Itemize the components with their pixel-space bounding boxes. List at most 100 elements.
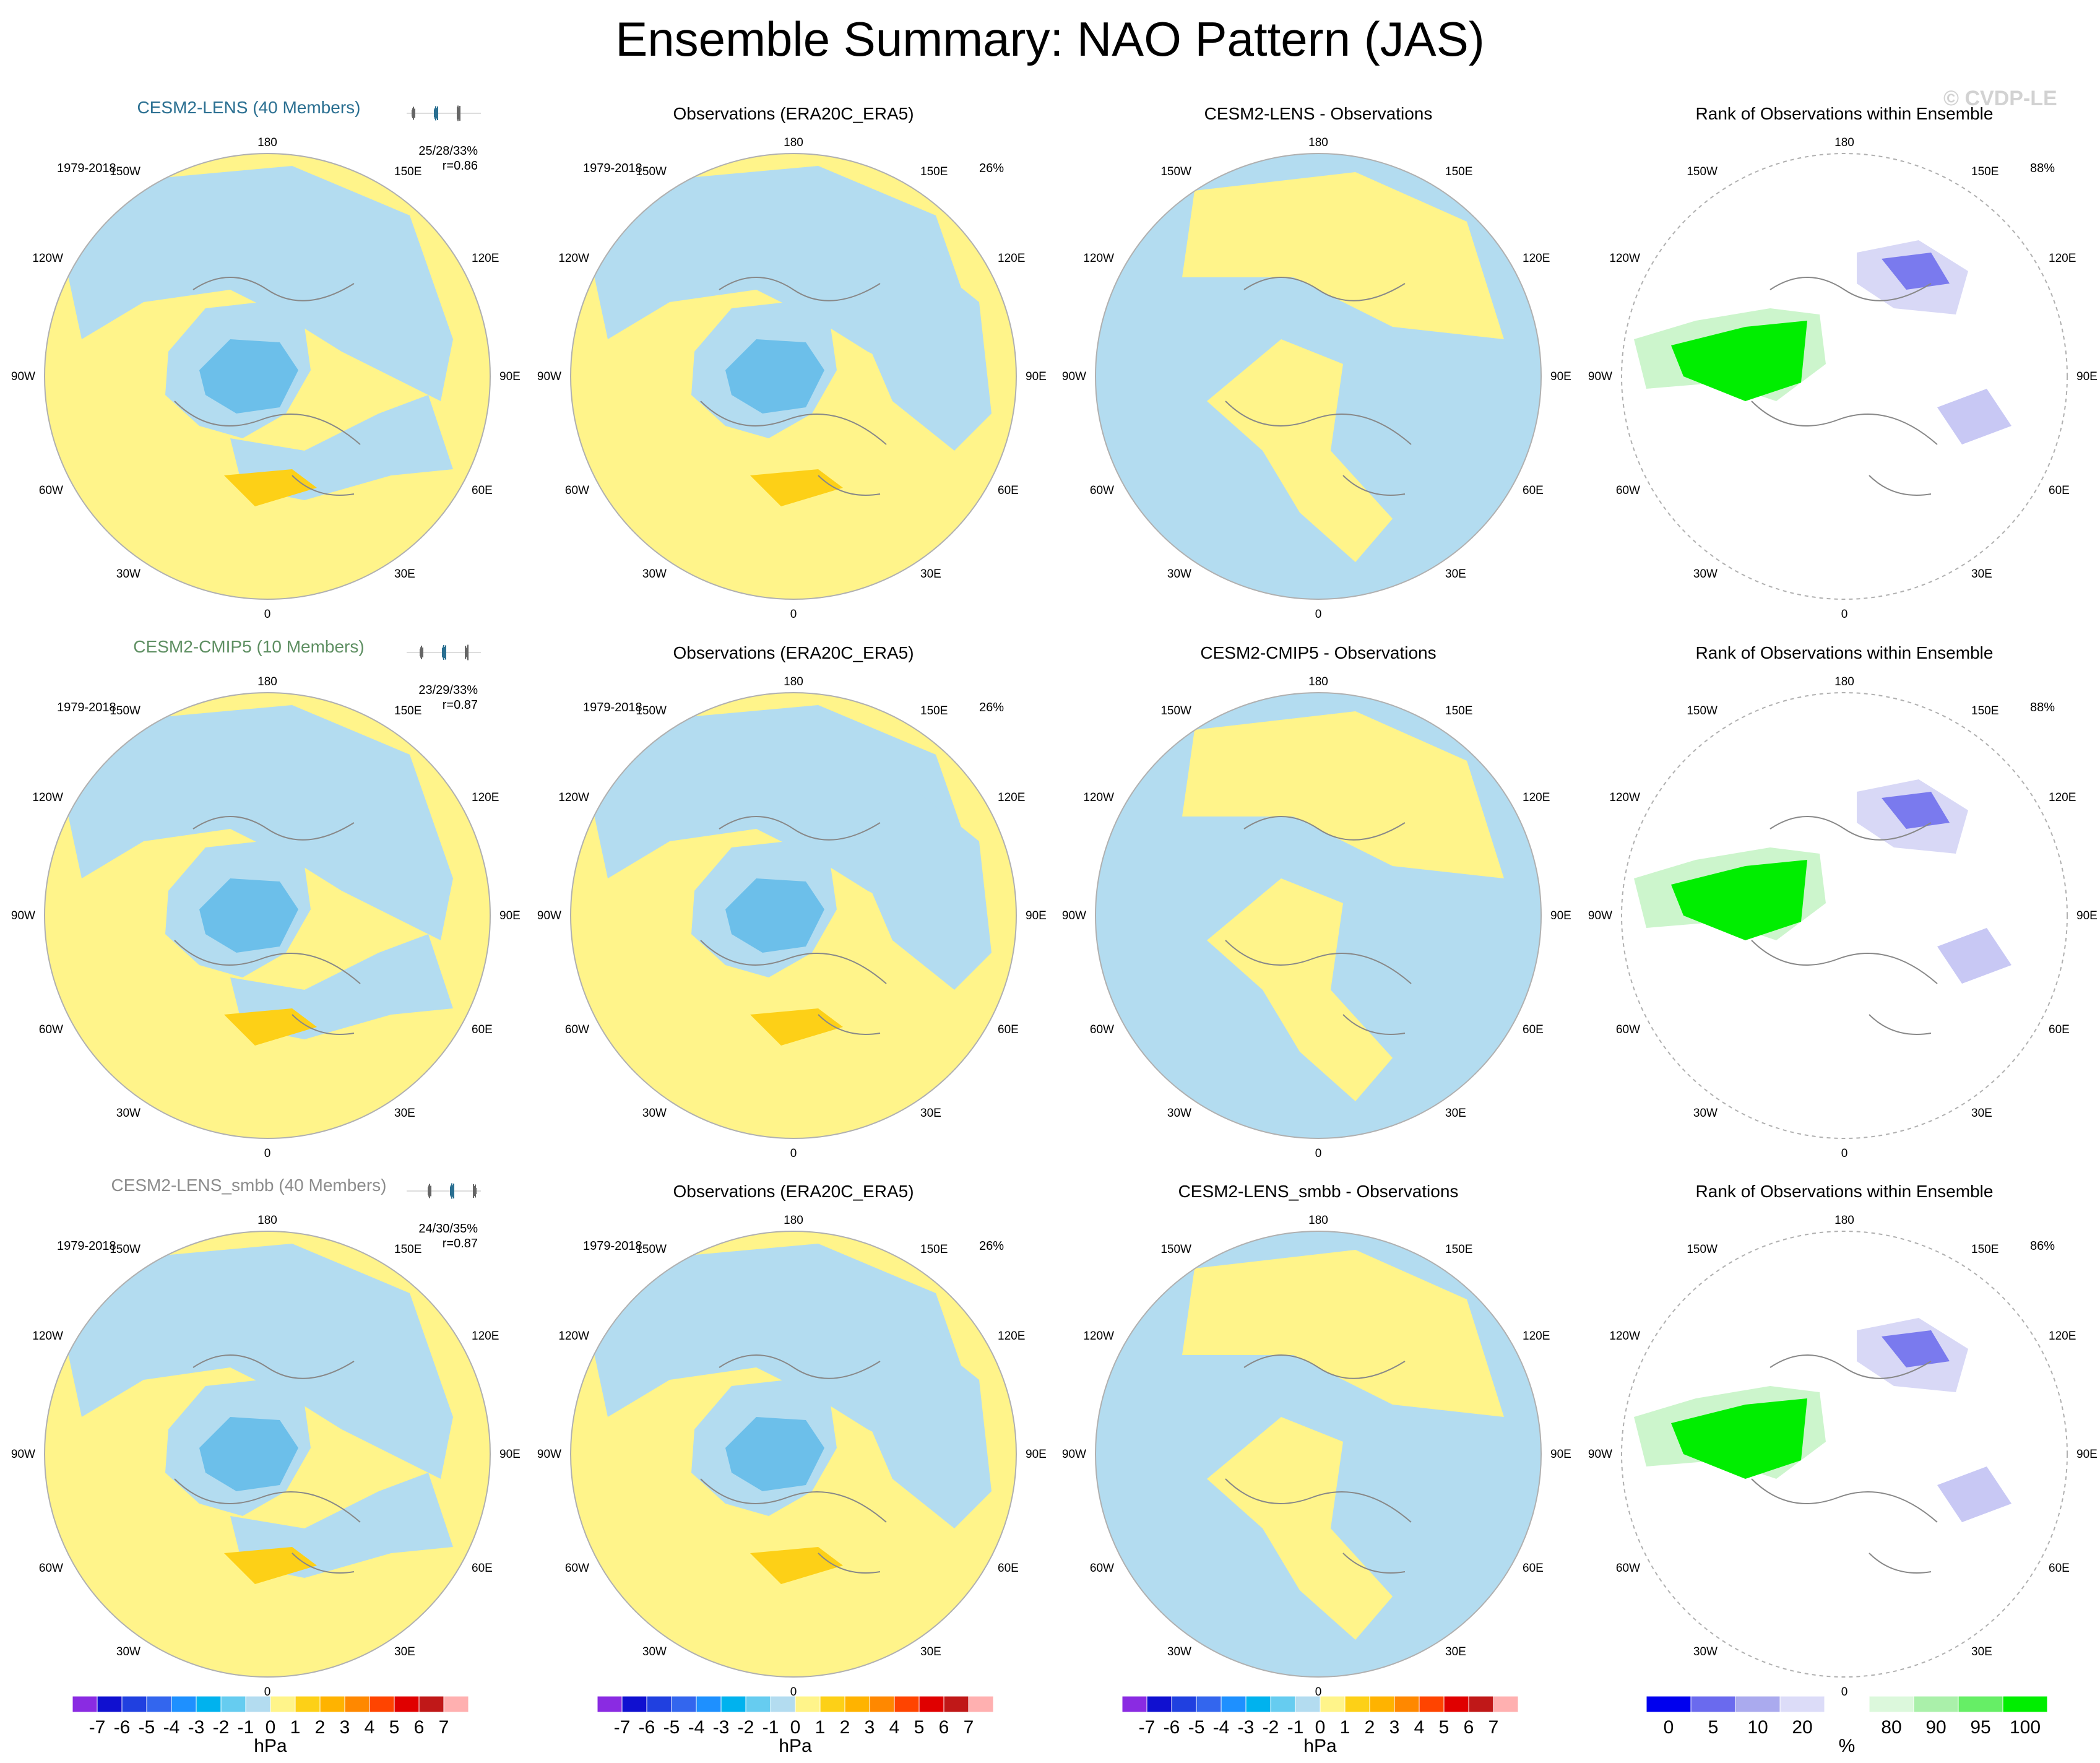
colorbar-swatch [918,1696,944,1713]
coastlines [1225,816,1412,1035]
lon-label: 150E [1971,165,1998,178]
colorbar-tick: 2 [315,1717,326,1738]
colorbar-swatch [597,1696,623,1713]
colorbar-tick: 20 [1792,1717,1812,1738]
lon-label: 120W [32,791,63,804]
diff-panel: 180 0 150W 150E 120W 120E 90W 90E 60W 60E 30W 30E CE… [1062,104,1571,621]
lon-label: 120W [32,1330,63,1343]
coastlines [174,1354,361,1574]
lon-label: 30E [1971,1107,1992,1120]
rank-high-core [1671,321,1807,401]
lon-label: 0 [264,1147,271,1160]
lon-label: 150W [1687,704,1718,717]
rank-panel: 180 0 150W 150E 120W 120E 90W 90E 60W 60E 30W 30E Ra… [1588,104,2098,621]
model-panel: 180 0 150W 150E 120W 120E 90W 90E 60W 60E 30W 30E CE… [11,98,521,621]
lon-label: 120W [32,252,63,265]
lon-label: 150W [1160,165,1191,178]
lon-label: 90W [1588,1448,1612,1461]
lon-label: 150W [1687,165,1718,178]
colorbar-swatch [968,1696,994,1713]
lon-label: 30E [1971,1645,1992,1658]
lon-label: 0 [1841,1147,1848,1160]
lon-label: 0 [790,1147,797,1160]
lon-label: 150E [920,1243,948,1256]
panel-title: Rank of Observations within Ensemble [1696,643,1994,662]
panel-title: CESM2-CMIP5 - Observations [1200,643,1436,662]
colorbar-tick: 4 [365,1717,375,1738]
lon-label: 150E [394,165,421,178]
positive-core [224,1008,317,1046]
lon-label: 90E [1026,370,1047,383]
pct-label: 86% [2030,1239,2055,1253]
colorbar-tick: 95 [1970,1717,1990,1738]
lon-label: 60W [1616,1023,1640,1036]
colorbar-swatch [171,1696,197,1713]
negative-region [855,253,992,451]
lon-label: 30W [642,1645,667,1658]
colorbar-tick: 7 [439,1717,449,1738]
positive-region [1182,172,1504,339]
colorbar-tick: -6 [114,1717,131,1738]
colorbar-tick: 6 [1464,1717,1474,1738]
lon-label: 60W [565,1562,589,1575]
lon-label: 150W [110,165,140,178]
lon-label: 90E [1550,370,1571,383]
positive-region [1207,1417,1393,1640]
lon-label: 60W [39,1562,63,1575]
positive-core [750,1008,843,1046]
colorbar-tick: 2 [1365,1717,1375,1738]
diff-panel: 180 0 150W 150E 120W 120E 90W 90E 60W 60E 30W 30E CE… [1062,643,1571,1160]
pct-label: 88% [2030,162,2055,175]
lon-label: 120E [998,252,1025,265]
colorbar-swatch [1196,1696,1222,1713]
colorbar-swatch [1869,1696,1914,1713]
lon-label: 60W [1090,1023,1114,1036]
lon-label: 180 [784,675,803,688]
rank-high-core [1671,1398,1807,1479]
colorbar-swatch [1171,1696,1197,1713]
lon-label: 30W [1693,568,1718,581]
positive-region [1182,711,1504,878]
panel-title: Rank of Observations within Ensemble [1696,104,1994,123]
lon-label: 60E [472,1023,493,1036]
rank-low-region [1937,928,2011,984]
model-panel: 180 0 150W 150E 120W 120E 90W 90E 60W 60E 30W 30E CE… [11,637,521,1160]
colorbar-swatch [1824,1696,1870,1713]
colorbar-tick: -2 [1263,1717,1279,1738]
colorbar-tick: 1 [1340,1717,1350,1738]
colorbar-tick: -5 [139,1717,155,1738]
lon-label: 30E [1445,1107,1466,1120]
colorbar-tick: 1 [815,1717,826,1738]
lon-label: 90W [11,370,35,383]
negative-core [725,339,824,414]
lon-label: 120E [1523,791,1550,804]
lon-label: 150W [1160,1243,1191,1256]
colorbar-tick: 7 [964,1717,974,1738]
colorbar-swatch [819,1696,845,1713]
map-outline [570,153,1017,600]
colorbar-tick: -2 [738,1717,754,1738]
pct-label: 88% [2030,701,2055,714]
lon-label: 180 [257,136,277,149]
lon-label: 120E [998,1330,1025,1343]
colorbar-hpa: -7 -6 -5 -4 -3 -2 -1 0 1 2 3 4 5 6 7 hPa [72,1696,469,1756]
lon-label: 30W [116,1645,140,1658]
colorbar-tick: -7 [89,1717,106,1738]
obs-panel: 180 0 150W 150E 120W 120E 90W 90E 60W 60E 30W 30E Ob… [537,104,1047,621]
lon-label: 150W [636,1243,667,1256]
lon-label: 150E [1445,165,1472,178]
positive-core [750,469,843,506]
map-outline [1621,1231,2068,1678]
lon-label: 120W [1083,791,1114,804]
lon-label: 0 [1841,1686,1848,1699]
lon-label: 120W [1609,1330,1640,1343]
member-rank-ticks [407,1183,481,1199]
lon-label: 90E [499,370,521,383]
lon-label: 90W [1062,909,1086,922]
colorbar-tick: 6 [939,1717,949,1738]
colorbar-swatch [1493,1696,1519,1713]
panel-title: CESM2-LENS (40 Members) [137,98,361,117]
map-outline [1095,692,1542,1139]
lon-label: 180 [1834,136,1854,149]
map-outline [570,692,1017,1139]
